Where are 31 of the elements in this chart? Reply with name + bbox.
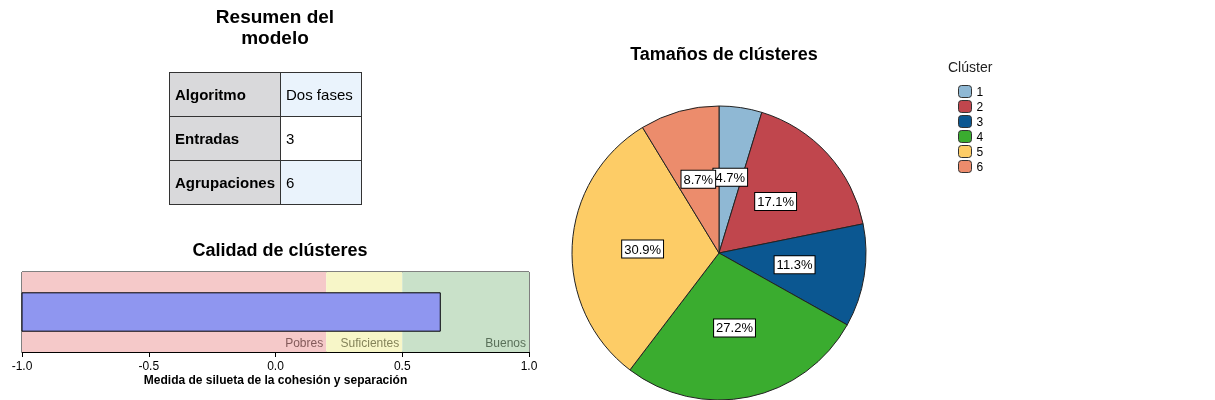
x-tick-label: 0.5 [393, 359, 411, 373]
x-tick-label: -0.5 [138, 359, 160, 373]
x-axis-title: Medida de silueta de la cohesión y separación [143, 373, 408, 387]
legend-label: 5 [976, 144, 984, 159]
legend-label: 3 [976, 114, 984, 129]
chart-title: Calidad de clústeres [192, 240, 368, 260]
x-tick-label: 1.0 [520, 359, 538, 373]
band-label: Buenos [485, 336, 526, 350]
data-label: 8.7% [683, 171, 714, 187]
legend-label: 2 [976, 99, 984, 114]
category-label: Agrupaciones [169, 160, 281, 205]
chart-title: Tamaños de clústeres [630, 44, 818, 64]
text: Resumen del modelo [214, 6, 336, 48]
category-label: Algoritmo [169, 72, 281, 117]
x-tick-label: 0.0 [267, 359, 285, 373]
text: 3 [286, 130, 295, 147]
legend-label: 1 [976, 84, 984, 99]
category-label: Entradas [169, 116, 281, 161]
x-tick-label: -1.0 [11, 359, 33, 373]
data-label: 17.1% [757, 194, 795, 210]
data-label: 30.9% [624, 241, 662, 257]
data-label: 4.7% [715, 169, 746, 185]
legend-label: 6 [976, 159, 984, 174]
data-label: 11.3% [776, 257, 813, 273]
data-label: 27.2% [716, 320, 754, 336]
legend-title: Clúster [948, 59, 993, 75]
band-label: Pobres [285, 336, 324, 350]
text: Dos fases [286, 86, 353, 103]
text: 6 [286, 174, 295, 191]
band-label: Suficientes [340, 336, 400, 350]
legend-label: 4 [976, 129, 984, 144]
